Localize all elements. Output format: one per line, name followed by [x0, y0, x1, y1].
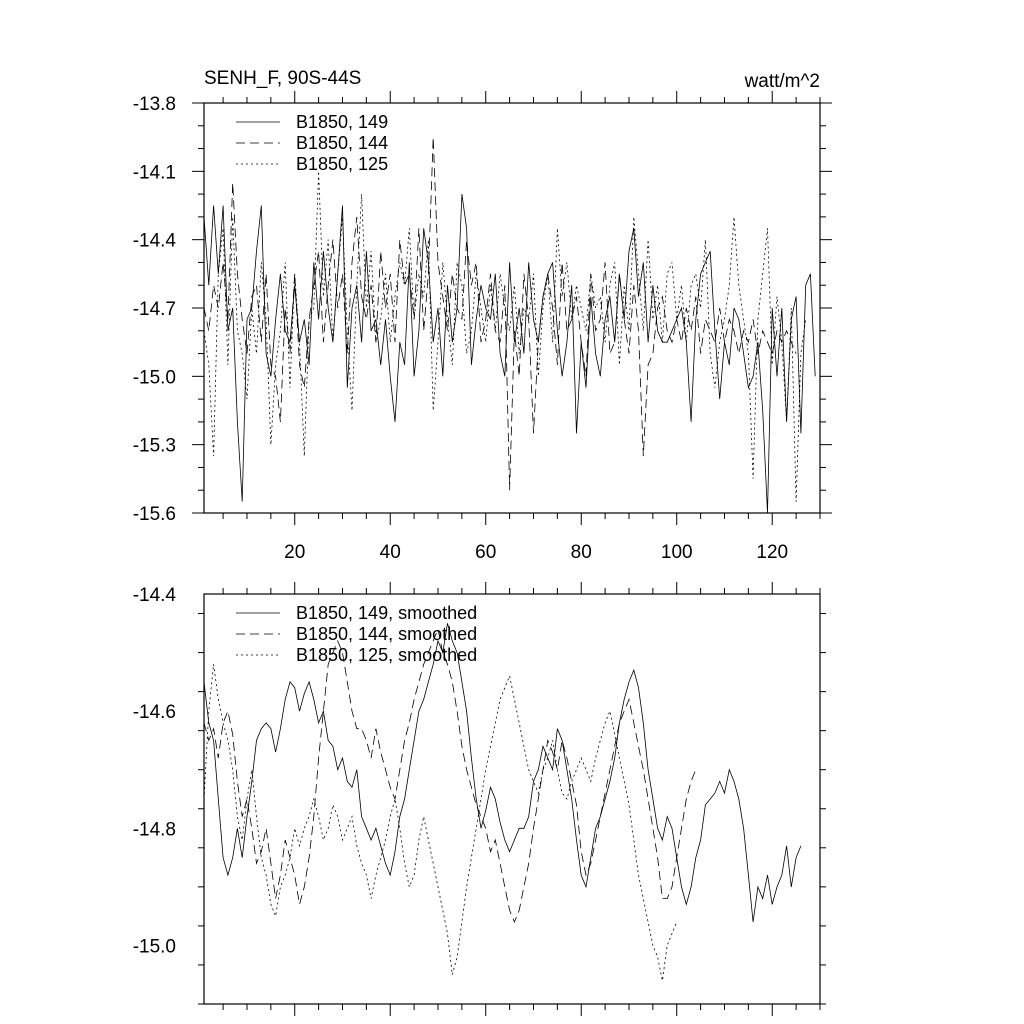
legend-label-3: B1850, 125, smoothed	[296, 645, 477, 665]
series-line-3	[203, 664, 678, 981]
y-tick-label: -14.7	[133, 299, 176, 320]
y-tick-label: -13.8	[133, 94, 176, 115]
y-tick-label: -14.8	[133, 819, 176, 840]
y-tick-label: -14.4	[133, 585, 177, 606]
legend-label-1: B1850, 149, smoothed	[296, 603, 477, 623]
top-series-layer	[203, 137, 816, 514]
bottom-plot-frame	[203, 593, 821, 1005]
chart-title: SENH_F, 90S-44S	[204, 68, 361, 89]
units-label: watt/m^2	[744, 71, 820, 92]
y-tick-label: -14.1	[133, 162, 176, 183]
y-tick-label: -15.6	[133, 504, 176, 525]
legend-label-2: B1850, 144	[296, 133, 388, 153]
legend-label-2: B1850, 144, smoothed	[296, 624, 477, 644]
top-plot-frame	[203, 102, 821, 514]
series-line-2	[203, 137, 797, 491]
top-axes: 20 40 60 80 100 120 -13.8 -14.1 -14.4 -14.7 -15.0 -…	[133, 91, 832, 563]
y-tick-label: -14.4	[133, 231, 177, 252]
series-line-1	[203, 623, 802, 923]
x-tick-label: 80	[571, 542, 592, 563]
legend-label-1: B1850, 149	[296, 112, 388, 132]
top-panel: SENH_F, 90S-44S watt/m^2 20 40 60 80 100 120 -…	[133, 68, 832, 563]
legend-label-3: B1850, 125	[296, 154, 388, 174]
series-line-2	[203, 627, 697, 924]
bottom-axes: -14.4 -14.6 -14.8 -15.0	[133, 582, 826, 1016]
x-tick-label: 20	[284, 542, 305, 563]
x-tick-label: 120	[756, 542, 788, 563]
x-tick-label: 40	[380, 542, 401, 563]
y-tick-label: -15.0	[133, 367, 176, 388]
y-tick-label: -14.6	[133, 702, 176, 723]
series-line-1	[203, 194, 816, 514]
bottom-series-layer	[203, 623, 802, 981]
y-tick-label: -15.3	[133, 436, 176, 457]
bottom-panel: -14.4 -14.6 -14.8 -15.0 B1850, 149, smoothe…	[133, 582, 826, 1016]
x-tick-label: 60	[475, 542, 496, 563]
x-tick-label: 100	[661, 542, 693, 563]
y-tick-label: -15.0	[133, 936, 176, 957]
